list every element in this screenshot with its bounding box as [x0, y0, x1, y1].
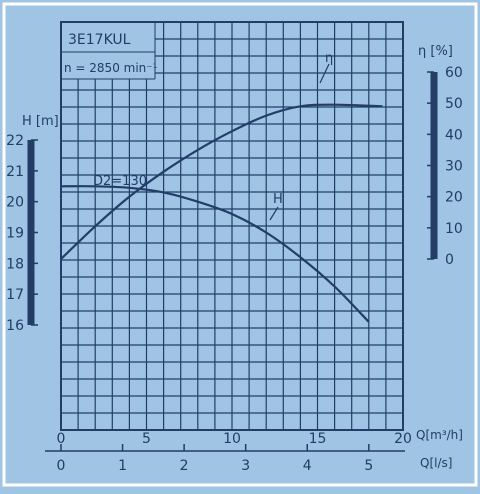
x-bottom-tick-label: 2	[180, 458, 189, 474]
x-axis-m3h-ticks: 0 5 10 15 20	[57, 431, 412, 447]
y-left-tick-label: 19	[6, 226, 24, 242]
left-axis-ticks: 16 17 18 19 20 21 22	[6, 133, 38, 334]
outer-frame	[2, 2, 478, 487]
y-left-tick-label: 20	[6, 195, 24, 211]
h-series-leader	[269, 206, 279, 221]
eta-series-label: ƞ	[325, 51, 333, 66]
y-left-tick-label: 16	[6, 318, 24, 334]
x-bottom-tick-label: 0	[57, 458, 66, 474]
x-bottom-tick-label: 4	[303, 458, 312, 474]
y-right-tick-label: 0	[445, 252, 454, 268]
x-top-tick-label: 10	[223, 431, 241, 447]
right-axis-ticks: 0 10 20 30 40 50 60	[427, 65, 463, 268]
y-left-tick-label: 18	[6, 256, 24, 272]
x-bottom-tick-label: 3	[241, 458, 250, 474]
eta-series-line	[60, 103, 383, 260]
impeller-label: D2=130	[93, 174, 147, 189]
series-group	[60, 103, 383, 323]
y-left-label: H [m]	[22, 114, 59, 129]
chart-subtitle: n = 2850 min⁻¹	[64, 61, 158, 75]
y-right-label: ƞ [%]	[418, 44, 453, 59]
x-top-label: Q[m³/h]	[416, 428, 463, 442]
y-right-tick-label: 60	[445, 65, 463, 81]
x-top-tick-label: 20	[394, 431, 412, 447]
title-box	[62, 23, 155, 79]
y-right-tick-label: 50	[445, 96, 463, 112]
h-series-label: H	[273, 192, 283, 207]
y-left-tick-label: 17	[6, 287, 24, 303]
x-top-tick-label: 15	[309, 431, 327, 447]
x-axis-ls-ticks: 0 1 2 3 4 5	[57, 444, 373, 474]
y-left-tick-label: 21	[6, 164, 24, 180]
x-top-tick-label: 0	[57, 431, 66, 447]
x-bottom-label: Q[l/s]	[420, 456, 452, 470]
grid	[61, 22, 403, 430]
x-top-tick-label: 5	[142, 431, 151, 447]
y-right-tick-label: 10	[445, 221, 463, 237]
y-right-tick-label: 40	[445, 127, 463, 143]
x-bottom-tick-label: 5	[364, 458, 373, 474]
chart-title: 3E17KUL	[68, 32, 131, 48]
plot-border	[60, 21, 404, 431]
eta-series-leader	[319, 63, 330, 84]
h-series-line	[60, 185, 370, 323]
x-bottom-tick-label: 1	[118, 458, 127, 474]
y-right-tick-label: 30	[445, 159, 463, 175]
y-left-tick-label: 22	[6, 133, 24, 149]
y-right-tick-label: 20	[445, 190, 463, 206]
